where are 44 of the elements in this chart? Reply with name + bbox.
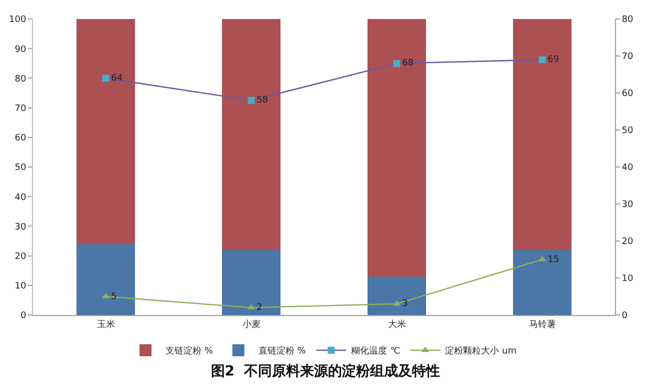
data-label: 15 bbox=[548, 254, 560, 265]
y-tick-label: 90 bbox=[14, 44, 26, 55]
y2-tick-label: 60 bbox=[622, 89, 634, 100]
y2-tick-label: 0 bbox=[622, 311, 628, 322]
y2-tick-label: 50 bbox=[622, 126, 634, 136]
legend-label: 支链淀粉 % bbox=[166, 346, 214, 357]
bar bbox=[76, 244, 135, 315]
bar bbox=[513, 19, 572, 250]
y-tick-label: 40 bbox=[14, 192, 26, 203]
bar bbox=[76, 19, 135, 244]
text: 图2 不同原料来源的淀粉组成及特性 bbox=[210, 362, 440, 380]
x-tick-label: 大米 bbox=[388, 318, 406, 330]
y-tick-label: 100 bbox=[9, 15, 26, 26]
legend-label: 糊化温度 ℃ bbox=[351, 346, 400, 357]
bar bbox=[222, 250, 280, 315]
y-tick-label: 0 bbox=[20, 311, 26, 322]
y2-tick-label: 80 bbox=[622, 15, 634, 26]
y2-tick-label: 70 bbox=[622, 52, 634, 62]
y-tick-label: 20 bbox=[14, 252, 26, 262]
data-label: 68 bbox=[402, 58, 414, 69]
data-label: 69 bbox=[548, 54, 560, 65]
x-tick-label: 小麦 bbox=[242, 318, 260, 330]
point bbox=[392, 300, 401, 306]
y-tick-label: 60 bbox=[14, 134, 26, 144]
y-tick-label: 80 bbox=[14, 74, 26, 84]
y2-tick-label: 30 bbox=[622, 200, 634, 210]
legend-label: 淀粉颗粒大小 um bbox=[445, 346, 517, 357]
data-label: 58 bbox=[256, 96, 268, 106]
y-tick-label: 70 bbox=[14, 104, 26, 114]
bar bbox=[368, 19, 426, 277]
bar bbox=[222, 19, 280, 250]
y-tick-label: 10 bbox=[14, 282, 26, 292]
y2-tick-label: 20 bbox=[622, 237, 634, 248]
bar bbox=[513, 250, 572, 315]
bar bbox=[368, 276, 426, 315]
legend-label: 直链淀粉 % bbox=[258, 346, 306, 357]
y2-tick-label: 40 bbox=[622, 163, 634, 174]
y-tick-label: 30 bbox=[14, 222, 26, 232]
data-label: 3 bbox=[402, 299, 408, 310]
data-label: 64 bbox=[111, 73, 123, 84]
y2-tick-label: 10 bbox=[622, 274, 634, 284]
x-tick-label: 马铃薯 bbox=[528, 318, 556, 330]
y-tick-label: 50 bbox=[14, 163, 26, 174]
x-tick-label: 玉米 bbox=[96, 318, 115, 330]
